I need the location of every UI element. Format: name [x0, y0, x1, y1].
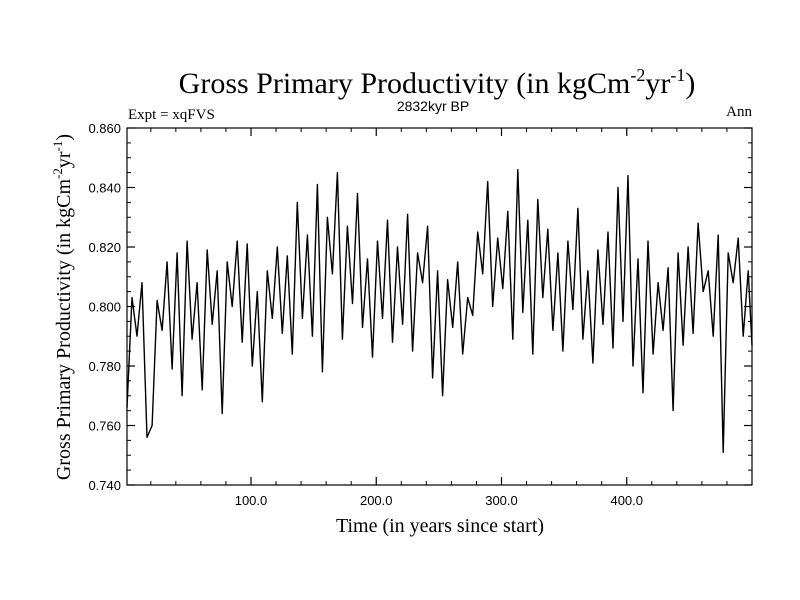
- x-axis-ticks: 100.0 200.0 300.0 400.0: [150, 128, 728, 508]
- season-label: Ann: [726, 104, 752, 120]
- chart-subtitle: 2832kyr BP: [397, 98, 469, 114]
- x-tick-label: 100.0: [235, 493, 268, 508]
- chart-title-sup1: -2: [630, 65, 645, 85]
- y-tick-label: 0.860: [88, 121, 121, 136]
- chart-title-end: ): [685, 67, 695, 100]
- chart-title-main: Gross Primary Productivity (in kgCm: [179, 67, 631, 100]
- y-axis-label-sup2: -1: [50, 141, 65, 152]
- y-axis-label-end: ): [53, 134, 75, 141]
- y-tick-label: 0.740: [88, 478, 121, 493]
- y-tick-label: 0.840: [88, 181, 121, 196]
- x-axis-label: Time (in years since start): [336, 515, 544, 537]
- y-tick-label: 0.780: [88, 359, 121, 374]
- y-tick-label: 0.760: [88, 419, 121, 434]
- chart-title-mid: yr: [645, 67, 670, 100]
- y-axis-label: Gross Primary Productivity (in kgCm-2yr-…: [50, 134, 75, 480]
- y-tick-label: 0.820: [88, 240, 121, 255]
- y-tick-label: 0.800: [88, 300, 121, 315]
- chart-title-sup2: -1: [670, 65, 685, 85]
- series-line-gpp: [126, 168, 753, 453]
- series-layer: [126, 168, 753, 453]
- y-axis-label-mid: yr: [53, 151, 75, 168]
- y-axis-label-sup1: -2: [50, 168, 65, 179]
- chart-title: Gross Primary Productivity (in kgCm-2yr-…: [179, 65, 696, 100]
- x-tick-label: 300.0: [485, 493, 518, 508]
- experiment-label: Expt = xqFVS: [128, 107, 215, 123]
- x-tick-label: 400.0: [610, 493, 643, 508]
- y-axis-ticks: 0.740 0.760 0.780 0.800 0.820 0.840 0.860: [88, 121, 752, 493]
- y-axis-label-main: Gross Primary Productivity (in kgCm: [53, 179, 75, 481]
- x-tick-label: 200.0: [360, 493, 393, 508]
